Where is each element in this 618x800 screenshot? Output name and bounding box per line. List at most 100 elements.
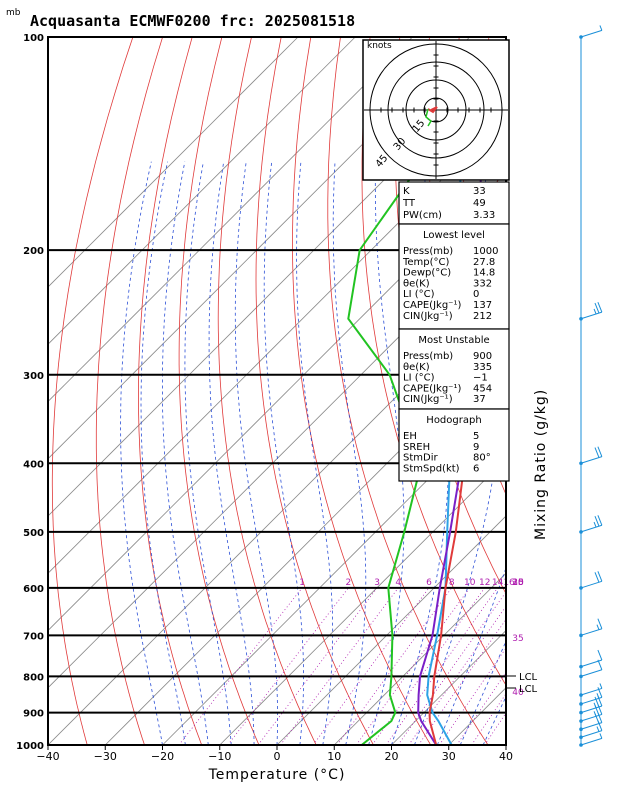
pressure-tick-label: 700 xyxy=(23,631,44,642)
panel-heading: Lowest level xyxy=(423,230,485,241)
index-name: StmSpd(kt) xyxy=(403,463,460,474)
wind-barb-feather xyxy=(599,25,603,31)
index-value: 5 xyxy=(473,431,479,442)
wind-barb-feather xyxy=(599,683,603,689)
index-value: 9 xyxy=(473,442,479,453)
index-value: 14.8 xyxy=(473,268,495,279)
background-grid xyxy=(48,37,618,745)
mixing-ratio-label: 35 xyxy=(512,634,523,644)
lcl-label: LCL xyxy=(519,684,538,695)
index-name: θe(K) xyxy=(403,278,430,289)
x-tick-label: 20 xyxy=(385,750,399,763)
index-name: StmDir xyxy=(403,453,438,464)
index-value: 332 xyxy=(473,278,492,289)
dry-adiabat-line xyxy=(95,37,163,745)
pressure-tick-label: 300 xyxy=(23,371,44,382)
isotherm-line xyxy=(48,37,299,288)
isotherm-line xyxy=(48,171,506,632)
panel-heading: Most Unstable xyxy=(418,335,489,346)
index-name: PW(cm) xyxy=(403,210,442,221)
index-name: LI (°C) xyxy=(403,289,435,300)
mixing-ratio-label: 8 xyxy=(449,578,455,588)
wind-barb-staff xyxy=(580,580,603,589)
wind-barb-feather xyxy=(597,571,603,582)
hodograph-trace-mid xyxy=(425,108,432,127)
wind-barb-feather xyxy=(599,733,603,739)
mixing-ratio-label: 40 xyxy=(512,688,524,698)
index-value: 900 xyxy=(473,351,492,362)
mixing-ratio-line xyxy=(439,647,506,745)
mixing-ratio-label: 3 xyxy=(374,578,380,588)
wind-barb-feather xyxy=(593,308,597,315)
pressure-tick-label: 100 xyxy=(23,33,44,44)
index-value: 1000 xyxy=(473,246,498,257)
dry-adiabat-line xyxy=(138,37,203,745)
pressure-tick-label: 400 xyxy=(23,459,44,470)
dry-adiabat-line xyxy=(548,37,618,745)
panel-section xyxy=(398,408,510,482)
x-tick-label: −10 xyxy=(208,750,231,763)
mixing-ratio-label: 4 xyxy=(395,578,401,588)
wind-barb-staff xyxy=(580,722,603,730)
isotherm-line xyxy=(48,37,413,403)
wind-barb-feather xyxy=(593,711,597,717)
index-value: 80° xyxy=(473,453,491,464)
index-value: 6 xyxy=(473,463,479,474)
chart-title: Acquasanta ECMWF0200 frc: 2025081518 xyxy=(30,12,355,30)
wind-barb-feather xyxy=(596,624,600,630)
isotherm-line xyxy=(162,400,506,745)
wind-barb-staff xyxy=(580,669,603,677)
dry-adiabat-line xyxy=(361,37,506,686)
index-value: 49 xyxy=(473,198,486,209)
index-value: 33 xyxy=(473,186,486,197)
wind-barb-feather xyxy=(593,702,597,709)
x-tick-label: 30 xyxy=(442,750,456,763)
mixing-ratio-axis-label: Mixing Ratio (g/kg) xyxy=(533,389,549,540)
dry-adiabat-line xyxy=(292,37,432,745)
mixing-ratio-label: 2 xyxy=(346,578,352,588)
mixing-ratio-label: 20 xyxy=(512,578,524,588)
index-name: Temp(°C) xyxy=(402,257,450,268)
indices-panel: K 33 TT 49 PW(cm) 3.33 Lowest level Press(mb) 10… xyxy=(398,181,510,482)
wind-barb-feather xyxy=(594,572,600,583)
index-name: Press(mb) xyxy=(403,351,453,362)
index-name: LI (°C) xyxy=(403,373,435,384)
dry-adiabat-line xyxy=(178,37,260,745)
mixing-ratio-label: 10 xyxy=(464,578,476,588)
mixing-ratio-line xyxy=(227,587,349,745)
wind-barb-feather xyxy=(594,516,600,527)
index-name: CAPE(Jkg⁻¹) xyxy=(403,300,461,311)
wind-barbs xyxy=(579,25,603,747)
mixing-ratio-label: 12 xyxy=(479,578,490,588)
mixing-ratio-line xyxy=(471,693,506,745)
index-value: −1 xyxy=(473,373,488,384)
dry-adiabat-line xyxy=(327,37,489,745)
index-value: 454 xyxy=(473,383,492,394)
x-tick-label: 10 xyxy=(327,750,341,763)
wind-barb-feather xyxy=(596,726,600,732)
x-tick-label: −20 xyxy=(151,750,174,763)
index-value: 335 xyxy=(473,362,492,373)
hodograph-units: knots xyxy=(367,41,392,51)
mixing-ratio-label: 1 xyxy=(299,578,305,588)
wind-barb-staff xyxy=(580,713,603,722)
moist-adiabat-line xyxy=(296,161,334,745)
wind-barb-feather xyxy=(597,515,603,526)
moist-adiabat-line xyxy=(436,566,506,745)
mixing-ratio-label: 30 xyxy=(512,578,524,588)
wind-barb-feather xyxy=(596,693,600,699)
mixing-ratio-label: 14 xyxy=(492,578,504,588)
wind-barb-feather xyxy=(597,649,603,661)
unit-mb-label: mb xyxy=(6,8,21,18)
x-tick-label: −40 xyxy=(36,750,59,763)
index-name: CIN(Jkg⁻¹) xyxy=(403,311,453,322)
wind-barb-feather xyxy=(594,696,600,708)
moist-adiabat-line xyxy=(263,161,304,745)
dry-adiabat-line xyxy=(217,37,317,745)
wind-barb-feather xyxy=(594,302,600,314)
